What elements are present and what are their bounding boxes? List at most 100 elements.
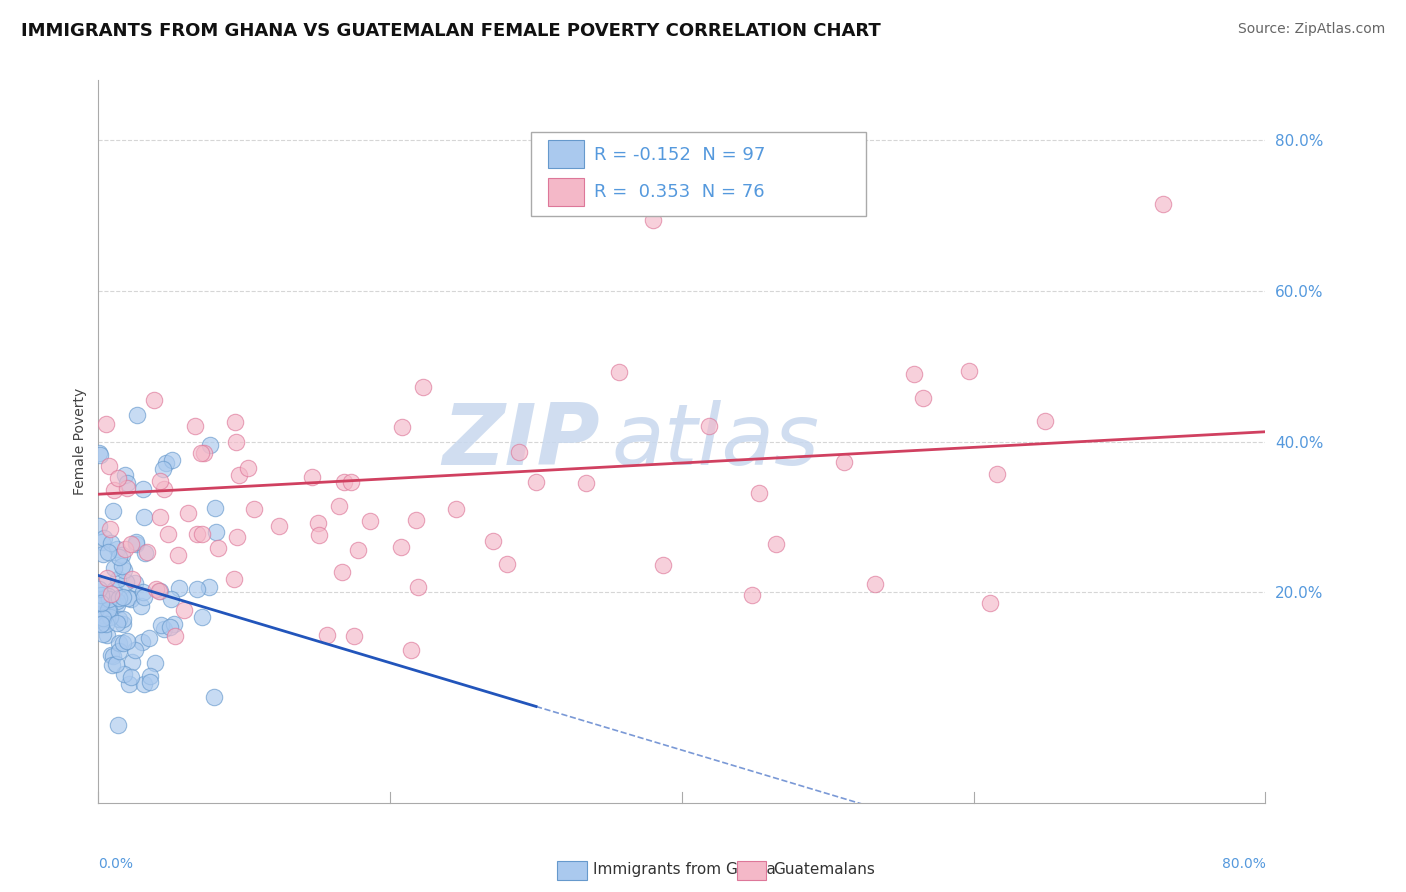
Point: [741, 588, 763, 602]
Point: [134, 591, 156, 605]
Point: [748, 486, 770, 500]
Point: [114, 468, 136, 483]
Text: R =  0.353  N = 76: R = 0.353 N = 76: [595, 183, 765, 202]
Point: [1033, 414, 1056, 428]
Point: [96, 628, 118, 642]
Point: [91, 608, 114, 623]
Point: [90, 601, 112, 615]
Point: [508, 445, 530, 459]
Point: [204, 500, 226, 515]
Point: [238, 460, 260, 475]
Text: R = -0.152  N = 97: R = -0.152 N = 97: [595, 146, 765, 164]
Point: [120, 592, 142, 607]
Point: [105, 598, 128, 612]
Text: Immigrants from Ghana: Immigrants from Ghana: [593, 863, 776, 877]
Point: [143, 392, 166, 407]
Point: [156, 526, 179, 541]
Point: [307, 516, 329, 531]
Point: [105, 594, 128, 608]
Point: [90, 617, 112, 632]
Point: [224, 415, 246, 429]
Point: [148, 584, 170, 599]
Point: [98, 609, 121, 624]
Point: [607, 365, 630, 379]
Point: [121, 655, 143, 669]
Point: [107, 572, 129, 586]
Point: [96, 571, 118, 585]
Text: atlas: atlas: [612, 400, 820, 483]
Point: [412, 379, 434, 393]
Point: [163, 629, 186, 643]
Text: Guatemalans: Guatemalans: [773, 863, 875, 877]
Point: [135, 545, 157, 559]
Point: [101, 504, 124, 518]
Point: [111, 636, 134, 650]
Point: [111, 559, 134, 574]
Point: [391, 419, 413, 434]
Point: [207, 541, 229, 555]
Point: [108, 549, 131, 564]
Point: [153, 622, 176, 636]
Point: [120, 537, 142, 551]
Y-axis label: Female Poverty: Female Poverty: [73, 388, 87, 495]
Point: [330, 565, 353, 579]
Point: [903, 367, 925, 381]
Point: [222, 572, 245, 586]
Point: [186, 527, 208, 541]
Point: [153, 483, 176, 497]
Point: [115, 574, 138, 589]
Point: [103, 583, 125, 598]
Point: [145, 582, 167, 596]
Text: 80.0%: 80.0%: [1222, 857, 1265, 871]
Point: [155, 456, 177, 470]
Point: [405, 513, 427, 527]
Point: [152, 461, 174, 475]
Point: [131, 599, 153, 613]
Point: [117, 481, 139, 495]
Point: [100, 648, 122, 663]
Point: [114, 541, 136, 556]
Point: [97, 603, 120, 617]
Point: [149, 584, 172, 599]
Point: [346, 542, 368, 557]
Point: [108, 612, 131, 626]
Point: [93, 531, 115, 545]
Point: [986, 467, 1008, 481]
Point: [97, 545, 120, 559]
Point: [90, 591, 112, 606]
Point: [127, 408, 149, 422]
Point: [125, 537, 148, 551]
Point: [105, 542, 128, 557]
Text: ZIP: ZIP: [443, 400, 600, 483]
Point: [97, 591, 120, 606]
Point: [243, 502, 266, 516]
Point: [198, 438, 221, 452]
Point: [406, 580, 429, 594]
Point: [202, 690, 225, 705]
Point: [166, 548, 188, 562]
Point: [94, 612, 117, 626]
Point: [117, 591, 139, 606]
Point: [316, 628, 339, 642]
Point: [132, 585, 155, 599]
Point: [105, 657, 128, 672]
Point: [308, 528, 330, 542]
Point: [481, 533, 503, 548]
Point: [163, 616, 186, 631]
Point: [359, 514, 381, 528]
Point: [118, 677, 141, 691]
Point: [225, 434, 247, 449]
Point: [132, 676, 155, 690]
Point: [103, 483, 125, 498]
Point: [124, 576, 146, 591]
Point: [93, 577, 115, 591]
Point: [112, 563, 135, 577]
Point: [911, 391, 934, 405]
Point: [191, 609, 214, 624]
Point: [124, 535, 146, 549]
Point: [138, 674, 160, 689]
Point: [132, 510, 155, 524]
Point: [124, 642, 146, 657]
Point: [112, 590, 135, 604]
Point: [103, 649, 125, 664]
